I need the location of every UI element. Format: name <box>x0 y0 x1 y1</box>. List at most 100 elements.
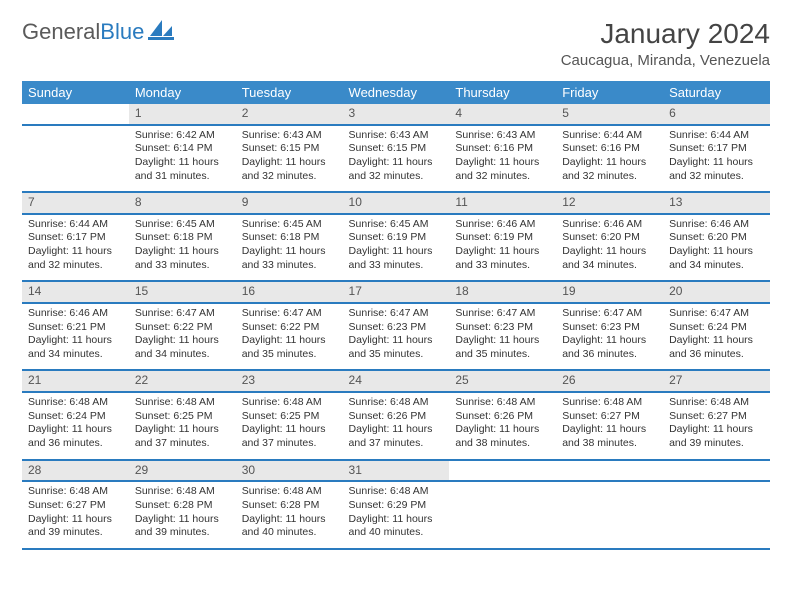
day-number: 1 <box>129 104 236 125</box>
day-header: Sunday <box>22 81 129 104</box>
sunrise-line: Sunrise: 6:47 AM <box>455 307 550 321</box>
sunset-line: Sunset: 6:19 PM <box>455 231 550 245</box>
daylight-line: Daylight: 11 hours and 39 minutes. <box>135 513 230 540</box>
sail-icon <box>148 18 174 45</box>
daylight-line: Daylight: 11 hours and 35 minutes. <box>455 334 550 361</box>
day-cell: Sunrise: 6:48 AMSunset: 6:24 PMDaylight:… <box>22 392 129 460</box>
sunset-line: Sunset: 6:16 PM <box>455 142 550 156</box>
daylight-line: Daylight: 11 hours and 34 minutes. <box>562 245 657 272</box>
logo: GeneralBlue <box>22 18 174 45</box>
sunrise-line: Sunrise: 6:47 AM <box>669 307 764 321</box>
daylight-line: Daylight: 11 hours and 37 minutes. <box>242 423 337 450</box>
day-cell: Sunrise: 6:43 AMSunset: 6:16 PMDaylight:… <box>449 125 556 193</box>
daylight-line: Daylight: 11 hours and 38 minutes. <box>455 423 550 450</box>
day-cell: Sunrise: 6:47 AMSunset: 6:24 PMDaylight:… <box>663 303 770 371</box>
day-cell: Sunrise: 6:44 AMSunset: 6:17 PMDaylight:… <box>22 214 129 282</box>
sunset-line: Sunset: 6:16 PM <box>562 142 657 156</box>
sunrise-line: Sunrise: 6:48 AM <box>669 396 764 410</box>
day-number: 13 <box>663 192 770 214</box>
day-number: 18 <box>449 281 556 303</box>
sunrise-line: Sunrise: 6:45 AM <box>349 218 444 232</box>
day-cell: Sunrise: 6:46 AMSunset: 6:21 PMDaylight:… <box>22 303 129 371</box>
day-number-row: 123456 <box>22 104 770 125</box>
sunrise-line: Sunrise: 6:45 AM <box>135 218 230 232</box>
sunset-line: Sunset: 6:22 PM <box>242 321 337 335</box>
daylight-line: Daylight: 11 hours and 32 minutes. <box>242 156 337 183</box>
sunset-line: Sunset: 6:20 PM <box>669 231 764 245</box>
sunset-line: Sunset: 6:27 PM <box>562 410 657 424</box>
sunrise-line: Sunrise: 6:46 AM <box>455 218 550 232</box>
day-header: Saturday <box>663 81 770 104</box>
daylight-line: Daylight: 11 hours and 32 minutes. <box>455 156 550 183</box>
week-row: Sunrise: 6:48 AMSunset: 6:24 PMDaylight:… <box>22 392 770 460</box>
day-number-row: 78910111213 <box>22 192 770 214</box>
day-cell: Sunrise: 6:48 AMSunset: 6:29 PMDaylight:… <box>343 481 450 549</box>
day-cell: Sunrise: 6:44 AMSunset: 6:17 PMDaylight:… <box>663 125 770 193</box>
daylight-line: Daylight: 11 hours and 39 minutes. <box>669 423 764 450</box>
day-cell: Sunrise: 6:47 AMSunset: 6:22 PMDaylight:… <box>236 303 343 371</box>
sunset-line: Sunset: 6:15 PM <box>349 142 444 156</box>
sunset-line: Sunset: 6:18 PM <box>135 231 230 245</box>
day-cell: Sunrise: 6:48 AMSunset: 6:25 PMDaylight:… <box>129 392 236 460</box>
sunrise-line: Sunrise: 6:48 AM <box>135 485 230 499</box>
sunrise-line: Sunrise: 6:47 AM <box>242 307 337 321</box>
day-number: 31 <box>343 460 450 482</box>
sunrise-line: Sunrise: 6:46 AM <box>669 218 764 232</box>
daylight-line: Daylight: 11 hours and 36 minutes. <box>562 334 657 361</box>
day-cell: Sunrise: 6:45 AMSunset: 6:19 PMDaylight:… <box>343 214 450 282</box>
week-row: Sunrise: 6:48 AMSunset: 6:27 PMDaylight:… <box>22 481 770 549</box>
day-number: 23 <box>236 370 343 392</box>
day-cell: Sunrise: 6:47 AMSunset: 6:23 PMDaylight:… <box>343 303 450 371</box>
logo-text: GeneralBlue <box>22 19 144 45</box>
sunrise-line: Sunrise: 6:48 AM <box>28 485 123 499</box>
location: Caucagua, Miranda, Venezuela <box>561 52 770 69</box>
sunset-line: Sunset: 6:28 PM <box>242 499 337 513</box>
sunset-line: Sunset: 6:23 PM <box>455 321 550 335</box>
daylight-line: Daylight: 11 hours and 34 minutes. <box>135 334 230 361</box>
sunset-line: Sunset: 6:20 PM <box>562 231 657 245</box>
day-number: 29 <box>129 460 236 482</box>
day-cell <box>22 125 129 193</box>
sunrise-line: Sunrise: 6:44 AM <box>669 129 764 143</box>
sunrise-line: Sunrise: 6:44 AM <box>28 218 123 232</box>
day-cell: Sunrise: 6:46 AMSunset: 6:20 PMDaylight:… <box>556 214 663 282</box>
month-title: January 2024 <box>561 18 770 50</box>
day-number <box>449 460 556 482</box>
daylight-line: Daylight: 11 hours and 40 minutes. <box>242 513 337 540</box>
sunset-line: Sunset: 6:27 PM <box>28 499 123 513</box>
daylight-line: Daylight: 11 hours and 32 minutes. <box>669 156 764 183</box>
sunrise-line: Sunrise: 6:48 AM <box>242 396 337 410</box>
sunset-line: Sunset: 6:15 PM <box>242 142 337 156</box>
day-number: 26 <box>556 370 663 392</box>
week-row: Sunrise: 6:46 AMSunset: 6:21 PMDaylight:… <box>22 303 770 371</box>
day-number: 4 <box>449 104 556 125</box>
day-cell: Sunrise: 6:48 AMSunset: 6:27 PMDaylight:… <box>663 392 770 460</box>
daylight-line: Daylight: 11 hours and 35 minutes. <box>349 334 444 361</box>
sunset-line: Sunset: 6:17 PM <box>28 231 123 245</box>
daylight-line: Daylight: 11 hours and 36 minutes. <box>669 334 764 361</box>
sunrise-line: Sunrise: 6:45 AM <box>242 218 337 232</box>
daylight-line: Daylight: 11 hours and 39 minutes. <box>28 513 123 540</box>
day-cell: Sunrise: 6:48 AMSunset: 6:27 PMDaylight:… <box>22 481 129 549</box>
day-number: 27 <box>663 370 770 392</box>
sunrise-line: Sunrise: 6:47 AM <box>135 307 230 321</box>
daylight-line: Daylight: 11 hours and 35 minutes. <box>242 334 337 361</box>
logo-word-blue: Blue <box>100 19 144 44</box>
day-cell: Sunrise: 6:48 AMSunset: 6:26 PMDaylight:… <box>343 392 450 460</box>
daylight-line: Daylight: 11 hours and 33 minutes. <box>135 245 230 272</box>
sunset-line: Sunset: 6:25 PM <box>242 410 337 424</box>
day-cell: Sunrise: 6:48 AMSunset: 6:28 PMDaylight:… <box>236 481 343 549</box>
day-cell: Sunrise: 6:47 AMSunset: 6:23 PMDaylight:… <box>556 303 663 371</box>
day-cell: Sunrise: 6:44 AMSunset: 6:16 PMDaylight:… <box>556 125 663 193</box>
day-number: 24 <box>343 370 450 392</box>
sunset-line: Sunset: 6:23 PM <box>562 321 657 335</box>
day-header: Wednesday <box>343 81 450 104</box>
sunrise-line: Sunrise: 6:47 AM <box>562 307 657 321</box>
sunset-line: Sunset: 6:18 PM <box>242 231 337 245</box>
sunrise-line: Sunrise: 6:48 AM <box>349 396 444 410</box>
day-number <box>663 460 770 482</box>
day-header: Thursday <box>449 81 556 104</box>
sunset-line: Sunset: 6:19 PM <box>349 231 444 245</box>
day-cell: Sunrise: 6:47 AMSunset: 6:22 PMDaylight:… <box>129 303 236 371</box>
day-number: 16 <box>236 281 343 303</box>
